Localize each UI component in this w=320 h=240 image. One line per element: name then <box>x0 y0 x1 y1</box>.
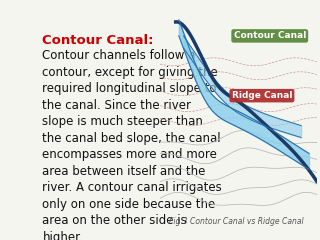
Text: Fig 3 Contour Canal vs Ridge Canal: Fig 3 Contour Canal vs Ridge Canal <box>170 216 304 226</box>
Text: Contour Canal: Contour Canal <box>234 31 306 40</box>
Text: Ridge Canal: Ridge Canal <box>232 91 292 100</box>
Text: Contour Canal:: Contour Canal: <box>43 34 154 47</box>
Text: Contour channels follow a
contour, except for giving the
required longitudinal s: Contour channels follow a contour, excep… <box>43 49 222 240</box>
